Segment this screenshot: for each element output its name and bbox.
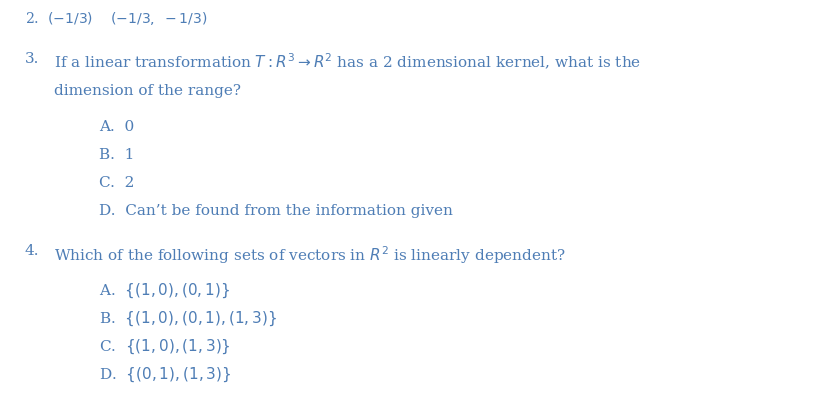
Text: If a linear transformation $T : R^3 \rightarrow R^2$ has a 2 dimensional kernel,: If a linear transformation $T : R^3 \rig… [54, 52, 641, 72]
Text: C.  2: C. 2 [99, 176, 135, 190]
Text: C.  $\{(1, 0), (1, 3)\}$: C. $\{(1, 0), (1, 3)\}$ [99, 338, 231, 356]
Text: D.  $\{(0, 1), (1, 3)\}$: D. $\{(0, 1), (1, 3)\}$ [99, 366, 232, 384]
Text: B.  1: B. 1 [99, 148, 135, 162]
Text: Which of the following sets of vectors in $R^2$ is linearly dependent?: Which of the following sets of vectors i… [54, 244, 566, 266]
Text: 4.: 4. [25, 244, 40, 258]
Text: 2.  $(-1/3)$    $(-1/3,\ -1/3)$: 2. $(-1/3)$ $(-1/3,\ -1/3)$ [25, 10, 208, 27]
Text: D.  Can’t be found from the information given: D. Can’t be found from the information g… [99, 204, 453, 218]
Text: dimension of the range?: dimension of the range? [54, 84, 241, 98]
Text: A.  $\{(1, 0), (0, 1)\}$: A. $\{(1, 0), (0, 1)\}$ [99, 282, 231, 300]
Text: 3.: 3. [25, 52, 39, 66]
Text: A.  0: A. 0 [99, 120, 135, 134]
Text: B.  $\{(1, 0), (0, 1), (1, 3)\}$: B. $\{(1, 0), (0, 1), (1, 3)\}$ [99, 310, 278, 328]
